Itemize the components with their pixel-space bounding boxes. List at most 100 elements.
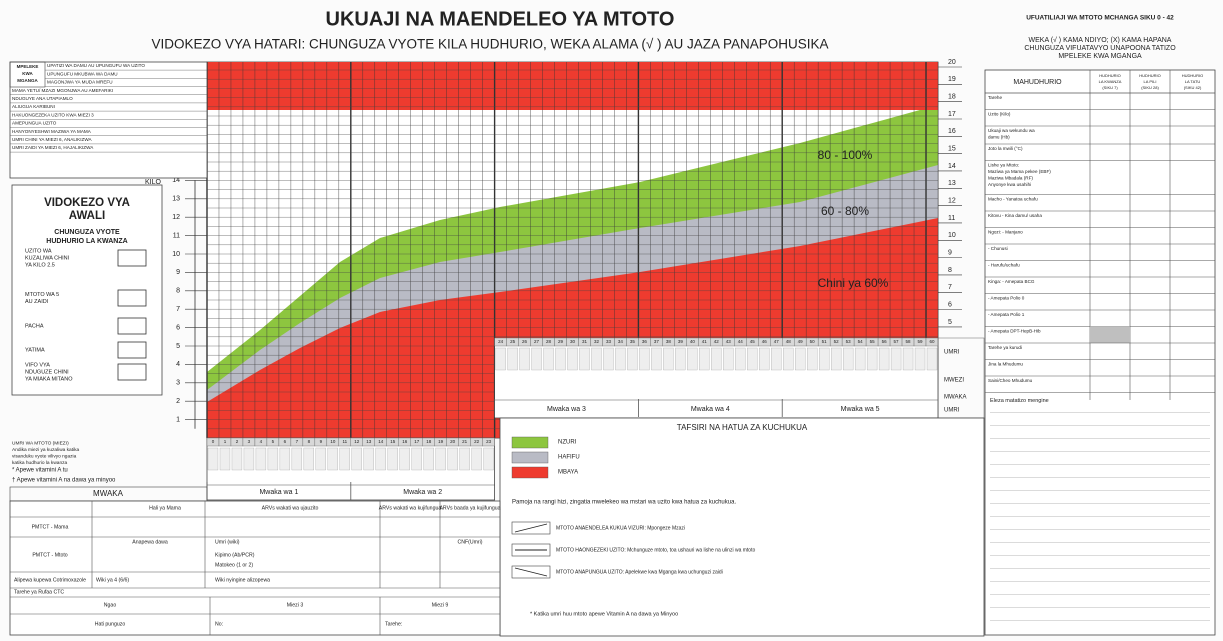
newborn-column: LA TATU bbox=[1185, 79, 1201, 84]
month-box bbox=[315, 447, 326, 471]
pmtct-cell: Tarehe: bbox=[385, 621, 402, 627]
row-label: MWAKA bbox=[944, 395, 966, 401]
newborn-table bbox=[984, 69, 1216, 636]
month-box bbox=[411, 447, 422, 471]
month-label: 18 bbox=[426, 439, 432, 444]
month-box bbox=[531, 347, 542, 371]
y2-tick-label: 14 bbox=[948, 163, 956, 170]
month-label: 42 bbox=[714, 339, 720, 344]
y2-tick-label: 17 bbox=[948, 111, 956, 118]
month-label: 19 bbox=[438, 439, 444, 444]
newborn-row: Ukuaji wa wekundu wa bbox=[988, 128, 1035, 133]
month-label: 2 bbox=[236, 439, 239, 444]
month-label: 48 bbox=[786, 339, 792, 344]
age-note: visanduku vyote vilivyo ngazia bbox=[12, 453, 77, 459]
month-box bbox=[363, 447, 374, 471]
rule bbox=[514, 523, 548, 533]
month-box bbox=[699, 347, 710, 371]
pmtct-cell: Tarehe ya Rufaa CTC bbox=[14, 589, 64, 595]
month-label: 16 bbox=[402, 439, 408, 444]
month-label: 4 bbox=[260, 439, 263, 444]
month-label: 9 bbox=[320, 439, 323, 444]
danger-label: MPELEKE bbox=[17, 64, 39, 69]
pmtct-cell: Wiki ya 4 (6/6) bbox=[96, 577, 129, 583]
pmtct-cell: ARVs baada ya kujifungua bbox=[439, 505, 500, 511]
newborn-column: LA PILI bbox=[1144, 79, 1157, 84]
row-label: MWEZI bbox=[944, 378, 964, 384]
month-label: 40 bbox=[690, 339, 696, 344]
month-label: 17 bbox=[414, 439, 420, 444]
year-label: Mwaka wa 1 bbox=[259, 489, 298, 496]
newborn-row: - Amepata DPT-HepB-Hib bbox=[988, 329, 1041, 334]
month-box bbox=[603, 347, 614, 371]
month-box bbox=[807, 347, 818, 371]
month-box bbox=[795, 347, 806, 371]
month-label: 14 bbox=[378, 439, 384, 444]
month-box bbox=[279, 447, 291, 471]
pmtct-cell: Miezi 3 bbox=[287, 602, 304, 608]
month-label: 6 bbox=[284, 439, 287, 444]
month-label: 7 bbox=[296, 439, 299, 444]
month-label: 52 bbox=[834, 339, 840, 344]
shaded-cell bbox=[1090, 326, 1130, 343]
month-box bbox=[615, 347, 626, 371]
month-box bbox=[555, 347, 566, 371]
y-tick-label: 12 bbox=[172, 214, 180, 221]
y-tick-label: 9 bbox=[176, 269, 180, 276]
month-box bbox=[255, 447, 267, 471]
month-box bbox=[483, 447, 494, 471]
legend-label: HAFIFU bbox=[558, 455, 580, 461]
month-label: 21 bbox=[462, 439, 468, 444]
month-box bbox=[435, 447, 446, 471]
month-label: 1 bbox=[224, 439, 227, 444]
danger-item: UMRI ZAIDI YA MIEZI 6, HAJALIKIZWA bbox=[12, 145, 94, 150]
month-box bbox=[471, 447, 482, 471]
danger-item: UMRI CHINI YA MIEZI 6, ANALIKIZWA bbox=[12, 137, 92, 142]
y2-tick-label: 9 bbox=[948, 249, 952, 256]
trend-label: MTOTO HAONGEZEKI UZITO: Mchunguze mtoto,… bbox=[556, 547, 755, 553]
month-box bbox=[878, 347, 890, 371]
initial-item: UZITO WA bbox=[25, 248, 52, 254]
initial-item: KUZALIWA CHINI bbox=[25, 255, 70, 261]
checkbox bbox=[117, 289, 147, 307]
month-box bbox=[663, 347, 674, 371]
row-label: UMRI bbox=[944, 350, 960, 356]
month-box bbox=[495, 347, 506, 371]
month-box bbox=[771, 347, 782, 371]
newborn-title: UFUATILIAJI WA MTOTO MCHANGA SIKU 0 - 42 bbox=[1026, 15, 1174, 22]
pmtct-cell: Alipewa kupewa Cotrimoxazole bbox=[14, 577, 86, 583]
month-box bbox=[639, 347, 650, 371]
age-note: UMRI WA MTOTO (MIEZI) bbox=[12, 440, 69, 446]
month-box bbox=[243, 447, 255, 471]
month-label: 46 bbox=[762, 339, 768, 344]
month-label: 45 bbox=[750, 339, 756, 344]
newborn-column: MAHUDHURIO bbox=[1013, 79, 1062, 86]
month-box bbox=[890, 347, 902, 371]
month-box bbox=[351, 447, 362, 471]
y2-tick-label: 5 bbox=[948, 319, 952, 326]
danger-label: KWA bbox=[22, 71, 33, 76]
year-label: Mwaka wa 5 bbox=[841, 406, 880, 413]
newborn-column: (SIKU 28) bbox=[1141, 85, 1159, 90]
newborn-row: Kitovu - Kina damu/ usaha bbox=[988, 213, 1042, 218]
pmtct-table bbox=[9, 500, 501, 636]
pmtct-cell: Hati punguzo bbox=[95, 621, 126, 627]
newborn-row: - Harufu/uchafu bbox=[988, 263, 1020, 268]
initial-subtitle: HUDHURIO LA KWANZA bbox=[46, 238, 127, 245]
band-label: 80 - 100% bbox=[818, 148, 873, 162]
newborn-column: LA KWANZA bbox=[1099, 79, 1122, 84]
newborn-row: damu (Hb) bbox=[988, 135, 1010, 140]
month-label: 31 bbox=[582, 339, 588, 344]
band-label: Chini ya 60% bbox=[818, 276, 889, 290]
y-tick-label: 14 bbox=[172, 177, 180, 184]
pmtct-cell: Umri (wiki) bbox=[215, 539, 240, 545]
month-label: 12 bbox=[354, 439, 360, 444]
initial-item: YATIMA bbox=[25, 347, 45, 353]
month-box bbox=[543, 347, 554, 371]
y-tick-label: 6 bbox=[176, 324, 180, 331]
month-box bbox=[423, 447, 434, 471]
month-label: 27 bbox=[534, 339, 540, 344]
month-label: 3 bbox=[248, 439, 251, 444]
